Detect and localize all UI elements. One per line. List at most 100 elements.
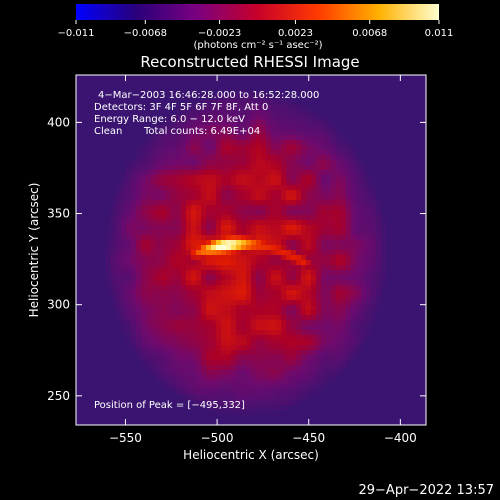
- heatmap-cell: [266, 140, 272, 146]
- heatmap-cell: [391, 130, 397, 136]
- heatmap-cell: [141, 220, 147, 226]
- heatmap-cell: [341, 365, 347, 371]
- heatmap-cell: [396, 305, 402, 311]
- heatmap-cell: [206, 185, 212, 191]
- heatmap-cell: [131, 105, 137, 111]
- heatmap-cell: [251, 260, 257, 266]
- heatmap-cell: [381, 220, 387, 226]
- heatmap-cell: [311, 315, 317, 321]
- heatmap-cell: [91, 110, 97, 116]
- heatmap-cell: [86, 110, 92, 116]
- heatmap-cell: [291, 225, 297, 231]
- heatmap-cell: [236, 280, 242, 286]
- heatmap-cell: [376, 290, 382, 296]
- heatmap-cell: [286, 135, 292, 141]
- heatmap-cell: [341, 220, 347, 226]
- heatmap-cell: [156, 95, 162, 101]
- heatmap-cell: [206, 210, 212, 216]
- heatmap-cell: [191, 85, 197, 91]
- heatmap-cell: [331, 215, 337, 221]
- heatmap-cell: [396, 260, 402, 266]
- heatmap-cell: [111, 195, 117, 201]
- heatmap-cell: [166, 390, 172, 396]
- heatmap-cell: [81, 175, 87, 181]
- heatmap-cell: [191, 360, 197, 366]
- heatmap-cell: [326, 230, 332, 236]
- heatmap-cell: [241, 310, 247, 316]
- heatmap-cell: [296, 315, 302, 321]
- heatmap-cell: [386, 255, 392, 261]
- heatmap-cell: [366, 155, 372, 161]
- heatmap-cell: [306, 115, 312, 121]
- heatmap-cell: [126, 100, 132, 106]
- heatmap-cell: [256, 410, 262, 416]
- heatmap-cell: [376, 260, 382, 266]
- heatmap-cell: [146, 210, 152, 216]
- heatmap-cell: [251, 160, 257, 166]
- heatmap-cell: [116, 305, 122, 311]
- heatmap-cell: [181, 130, 187, 136]
- heatmap-cell: [166, 130, 172, 136]
- heatmap-cell: [416, 235, 422, 241]
- heatmap-cell: [366, 370, 372, 376]
- heatmap-cell: [296, 325, 302, 331]
- heatmap-cell: [221, 290, 227, 296]
- heatmap-cell: [131, 290, 137, 296]
- heatmap-cell: [181, 285, 187, 291]
- heatmap-cell: [341, 155, 347, 161]
- heatmap-cell: [226, 385, 232, 391]
- heatmap-cell: [131, 240, 137, 246]
- heatmap-cell: [396, 185, 402, 191]
- heatmap-cell: [271, 150, 277, 156]
- heatmap-cell: [121, 315, 127, 321]
- heatmap-cell: [206, 370, 212, 376]
- heatmap-cell: [366, 230, 372, 236]
- heatmap-cell: [326, 135, 332, 141]
- heatmap-cell: [191, 335, 197, 341]
- heatmap-cell: [241, 145, 247, 151]
- heatmap-cell: [281, 195, 287, 201]
- heatmap-cell: [321, 90, 327, 96]
- heatmap-cell: [371, 310, 377, 316]
- heatmap-cell: [321, 100, 327, 106]
- heatmap-cell: [296, 355, 302, 361]
- heatmap-cell: [261, 280, 267, 286]
- heatmap-cell: [126, 350, 132, 356]
- heatmap-cell: [191, 240, 197, 246]
- heatmap-cell: [361, 390, 367, 396]
- heatmap-cell: [171, 100, 177, 106]
- heatmap-cell: [361, 335, 367, 341]
- heatmap-cell: [196, 205, 202, 211]
- heatmap-cell: [351, 225, 357, 231]
- heatmap-cell: [391, 230, 397, 236]
- heatmap-cell: [196, 80, 202, 86]
- heatmap-cell: [406, 360, 412, 366]
- heatmap-cell: [396, 385, 402, 391]
- heatmap-cell: [241, 360, 247, 366]
- heatmap-cell: [181, 355, 187, 361]
- heatmap-cell: [376, 305, 382, 311]
- heatmap-cell: [401, 265, 407, 271]
- heatmap-cell: [126, 230, 132, 236]
- heatmap-cell: [376, 75, 382, 81]
- heatmap-cell: [221, 305, 227, 311]
- heatmap-cell: [176, 270, 182, 276]
- heatmap-cell: [261, 275, 267, 281]
- heatmap-cell: [216, 90, 222, 96]
- heatmap-cell: [111, 95, 117, 101]
- heatmap-cell: [251, 370, 257, 376]
- heatmap-cell: [171, 270, 177, 276]
- heatmap-cell: [206, 255, 212, 261]
- heatmap-cell: [241, 205, 247, 211]
- heatmap-cell: [281, 95, 287, 101]
- heatmap-cell: [396, 400, 402, 406]
- heatmap-cell: [306, 290, 312, 296]
- heatmap-cell: [231, 360, 237, 366]
- heatmap-cell: [166, 180, 172, 186]
- heatmap-cell: [221, 405, 227, 411]
- heatmap-cell: [251, 325, 257, 331]
- heatmap-cell: [81, 220, 87, 226]
- heatmap-cell: [246, 280, 252, 286]
- heatmap-cell: [141, 400, 147, 406]
- heatmap-cell: [341, 330, 347, 336]
